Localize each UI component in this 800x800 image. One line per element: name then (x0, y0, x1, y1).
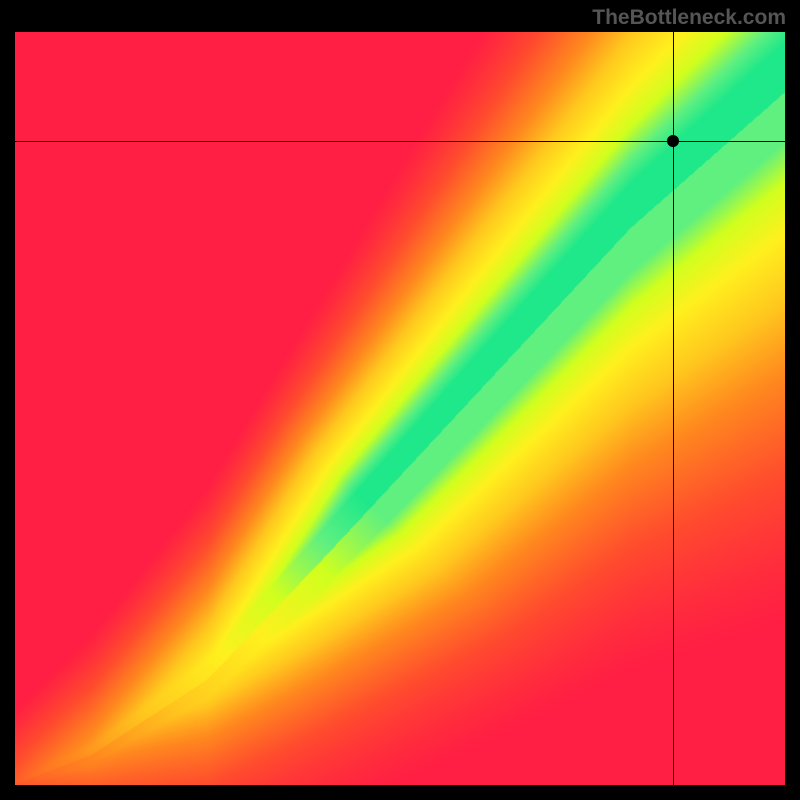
crosshair-marker (667, 135, 679, 147)
bottleneck-heatmap (15, 32, 785, 785)
watermark-text: TheBottleneck.com (592, 6, 786, 30)
